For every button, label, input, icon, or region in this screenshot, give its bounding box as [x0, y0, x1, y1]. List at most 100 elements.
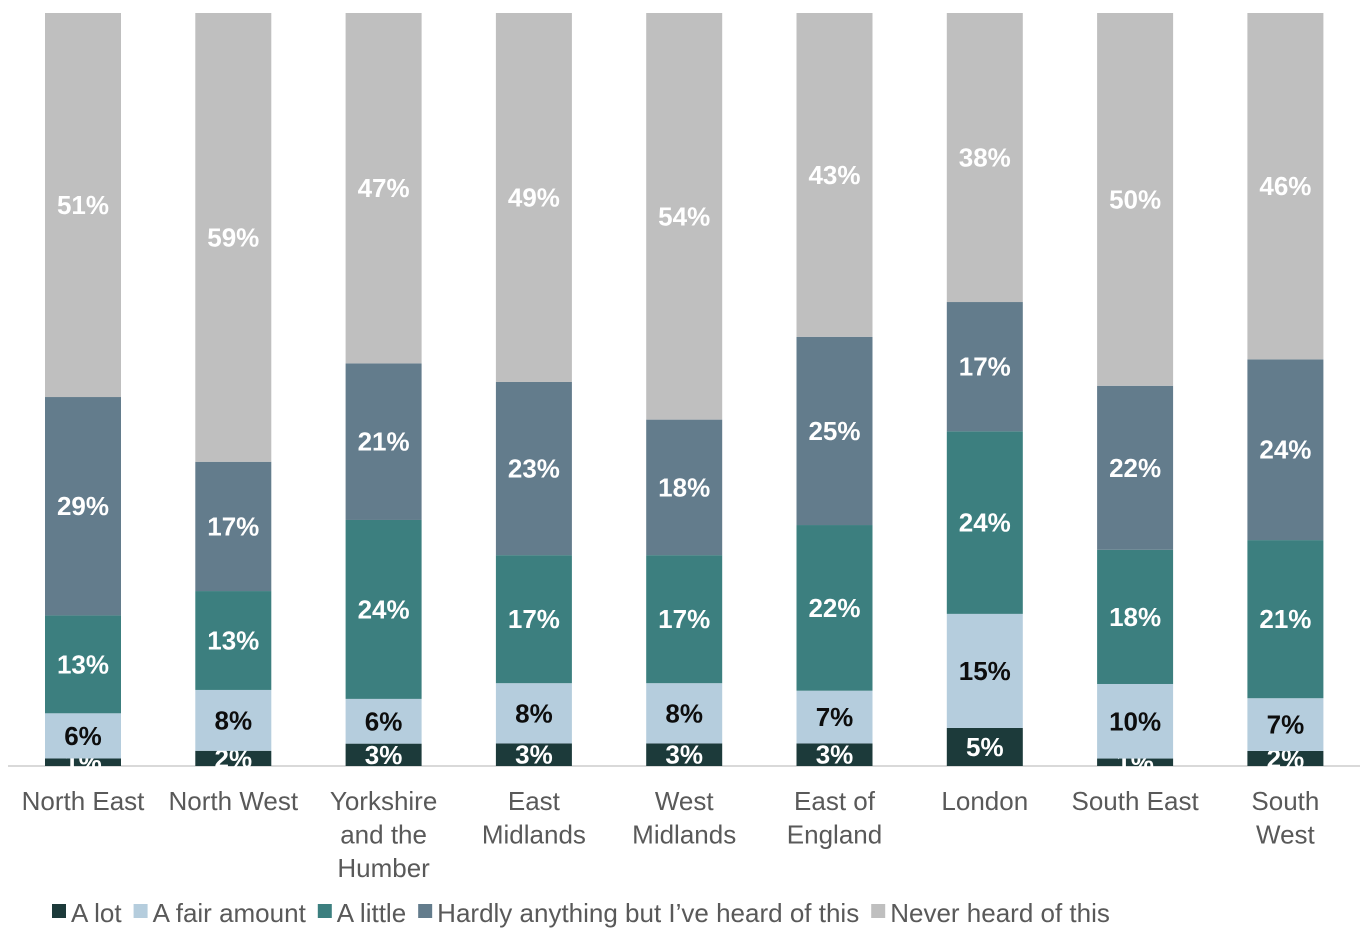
bar-segment: [345, 743, 422, 766]
bar-segment: [1247, 540, 1324, 699]
category-label-line: Midlands: [632, 820, 736, 850]
data-label: 3%: [816, 740, 854, 770]
legend-label: A lot: [71, 898, 122, 928]
legend-label: A little: [337, 898, 406, 928]
bar-segment: [1097, 758, 1174, 766]
legend-swatch: [418, 904, 433, 918]
data-label: 50%: [1109, 184, 1161, 214]
category-label-line: East of: [794, 786, 876, 816]
bar-segment: [1097, 13, 1174, 386]
category-label: North West: [169, 786, 299, 816]
legend-swatch: [133, 904, 148, 918]
bar-segment: [946, 13, 1023, 303]
bar-segment: [1247, 359, 1324, 541]
bar-segment: [646, 743, 723, 766]
bar-segment: [646, 419, 723, 556]
data-label: 29%: [57, 491, 109, 521]
category-label-line: London: [941, 786, 1028, 816]
bar-segment: [1247, 750, 1324, 766]
data-label: 10%: [1109, 706, 1161, 736]
bar-segment: [796, 336, 873, 526]
data-label: 47%: [358, 173, 410, 203]
data-label: 8%: [515, 698, 553, 728]
data-label: 59%: [207, 222, 259, 252]
category-label-line: Humber: [337, 853, 430, 883]
bar-segment: [646, 13, 723, 420]
data-label: 46%: [1259, 171, 1311, 201]
data-label: 23%: [508, 454, 560, 484]
bar-segment: [345, 519, 422, 699]
category-label-line: Midlands: [482, 820, 586, 850]
data-label: 6%: [365, 706, 403, 736]
bar-segment: [195, 13, 272, 462]
data-label: 5%: [966, 732, 1004, 762]
bar-segment: [1247, 698, 1324, 751]
data-label: 51%: [57, 190, 109, 220]
bar-segment: [1097, 549, 1174, 684]
category-label: London: [941, 786, 1028, 816]
data-label: 24%: [358, 594, 410, 624]
bar-segment: [646, 555, 723, 684]
category-label-line: England: [787, 820, 882, 850]
bar-segment: [45, 758, 121, 766]
bar-segment: [946, 302, 1023, 432]
bar-segment: [946, 727, 1023, 766]
legend-label: Hardly anything but I’ve heard of this: [437, 898, 859, 928]
data-label: 22%: [808, 593, 860, 623]
data-label: 21%: [358, 427, 410, 457]
category-labels-group: North East North West Yorkshire and the Humb…: [22, 786, 1320, 883]
legend-swatch: [52, 904, 66, 918]
category-label: Yorkshire and the Humber: [330, 786, 437, 883]
data-label: 8%: [665, 698, 703, 728]
bar-stack: 3% 8% 17% 23% 49%: [495, 13, 572, 770]
bar-segment: [45, 713, 121, 759]
category-label-line: North East: [22, 786, 146, 816]
data-label: 22%: [1109, 453, 1161, 483]
category-label: South East: [1071, 786, 1199, 816]
data-label: 7%: [1267, 710, 1305, 740]
data-label: 17%: [207, 511, 259, 541]
bar-stack: 1%10%18%22%50%: [1097, 13, 1174, 777]
category-label-line: South East: [1071, 786, 1199, 816]
legend-item: A fair amount: [133, 898, 307, 928]
data-label: 17%: [658, 604, 710, 634]
category-label-line: North West: [169, 786, 299, 816]
data-label: 7%: [816, 702, 854, 732]
bar-segment: [195, 591, 272, 690]
bar-segment: [345, 698, 422, 744]
bar-stack: 3% 6% 24% 21% 47%: [345, 13, 422, 770]
data-label: 6%: [64, 721, 102, 751]
bar-segment: [796, 13, 873, 337]
data-label: 3%: [365, 740, 403, 770]
data-label: 21%: [1259, 604, 1311, 634]
bar-segment: [495, 743, 572, 766]
bar-segment: [946, 431, 1023, 614]
bar-segment: [495, 555, 572, 684]
category-label-line: Yorkshire: [330, 786, 437, 816]
category-label-line: East: [508, 786, 561, 816]
bar-stack: 1%6%13%29%51%: [45, 13, 121, 777]
bar-segment: [45, 615, 121, 714]
bar-segment: [195, 461, 272, 592]
bar-segment: [195, 750, 272, 766]
bar-segment: [796, 743, 873, 766]
data-label: 13%: [207, 626, 259, 656]
bar-segment: [796, 690, 873, 744]
data-label: 3%: [665, 740, 703, 770]
bar-segment: [1247, 13, 1324, 360]
category-label-line: West: [655, 786, 715, 816]
bars-group: 1%6%13%29%51%2%8%13%17%59%3%6%24%21%47%3…: [45, 13, 1324, 777]
legend: A lot A fair amount A little Hardly anythin…: [52, 898, 1110, 928]
bar-segment: [45, 13, 121, 398]
bar-stack: 5% 15% 24% 17% 38%: [946, 13, 1023, 766]
data-label: 24%: [1259, 435, 1311, 465]
legend-label: A fair amount: [153, 898, 307, 928]
bar-stack: 2%7%21%24%46%: [1247, 13, 1324, 773]
data-label: 38%: [959, 143, 1011, 173]
legend-swatch: [317, 904, 332, 918]
data-label: 15%: [959, 656, 1011, 686]
data-label: 54%: [658, 201, 710, 231]
data-label: 8%: [215, 705, 253, 735]
data-label: 25%: [808, 416, 860, 446]
